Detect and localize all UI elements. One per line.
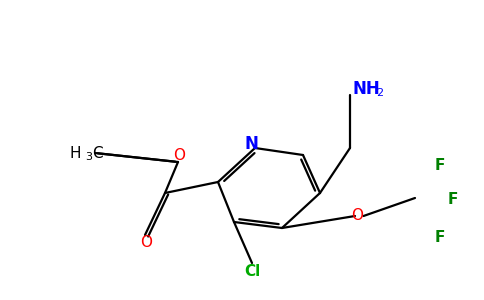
Text: O: O: [351, 208, 363, 224]
Text: C: C: [92, 146, 103, 160]
Text: F: F: [435, 158, 445, 172]
Text: O: O: [140, 235, 152, 250]
Text: Cl: Cl: [244, 265, 260, 280]
Text: 2: 2: [376, 88, 383, 98]
Text: NH: NH: [352, 80, 380, 98]
Text: N: N: [244, 135, 258, 153]
Text: H: H: [70, 146, 81, 160]
Text: 3: 3: [85, 152, 92, 161]
Text: F: F: [448, 193, 458, 208]
Text: O: O: [173, 148, 185, 164]
Text: F: F: [435, 230, 445, 245]
